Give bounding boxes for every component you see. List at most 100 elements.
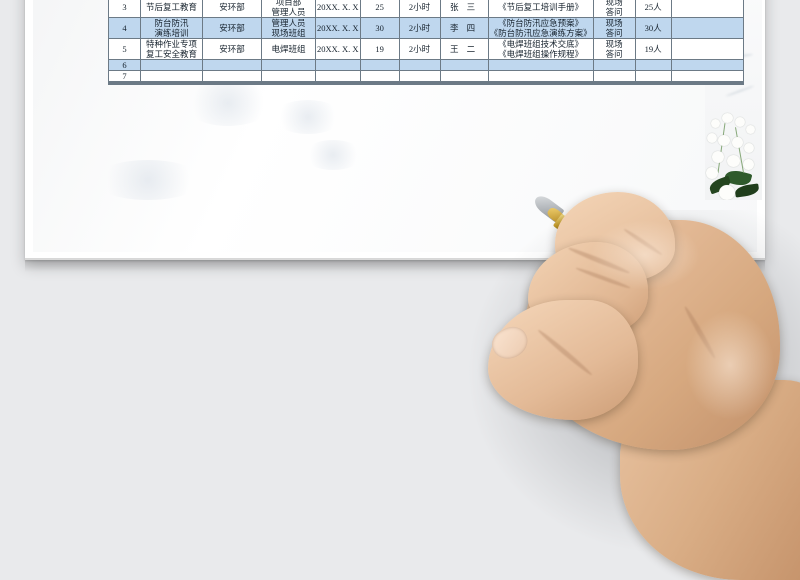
petal: [743, 159, 754, 170]
cell-hours[interactable]: 2小时: [398, 38, 441, 60]
cell-material[interactable]: 《防台防汛应急预案》 《防台防汛应急演练方案》: [487, 17, 594, 39]
cell-hours[interactable]: [398, 83, 441, 85]
cell-name[interactable]: [140, 70, 203, 82]
cell-material[interactable]: 《电焊班组技术交底》 《电焊班组操作规程》: [487, 38, 594, 60]
cell-last[interactable]: [670, 38, 744, 60]
cell-date[interactable]: 20XX. X. X: [315, 0, 361, 18]
cell-lecturer[interactable]: [439, 83, 489, 85]
paper-texture-blotch: [183, 80, 273, 126]
cell-object[interactable]: 管理人员 现场班组: [261, 17, 316, 39]
table-row[interactable]: 3 节后复工教育 安环部 项目部 管理人员 20XX. X. X 25 2小时张 三《节后复工…: [108, 0, 744, 18]
cell-object[interactable]: 电焊班组: [261, 38, 316, 60]
cell-passed[interactable]: 25人: [634, 0, 672, 18]
cell-text-line2: 《电焊班组操作规程》: [498, 49, 584, 59]
cell-text: 6: [122, 60, 127, 70]
cell-material[interactable]: 《节后复工培训手册》: [487, 0, 594, 18]
cell-material[interactable]: [487, 70, 594, 82]
cell-lecturer[interactable]: [439, 70, 489, 82]
cell-count[interactable]: 30: [359, 17, 400, 39]
cell-form[interactable]: 现场 答问: [592, 17, 636, 39]
table-row[interactable]: 4 防台防汛 演练培训 安环部 管理人员 现场班组 20XX. X. X 30 2小时李 四《防…: [108, 17, 744, 39]
cell-name[interactable]: 特种作业专项 复工安全教育: [140, 38, 203, 60]
cell-text: 3: [122, 2, 127, 12]
cell-text: 2小时: [408, 23, 431, 33]
cell-date[interactable]: [315, 59, 361, 71]
cell-lecturer[interactable]: 李 四: [439, 17, 489, 39]
cell-hours[interactable]: [398, 70, 441, 82]
cell-dept[interactable]: 安环部: [202, 0, 262, 18]
cell-name[interactable]: 防台防汛 演练培训: [140, 17, 203, 39]
cell-text: 王 二: [449, 44, 479, 54]
cell-no[interactable]: 6: [108, 59, 141, 71]
cell-passed[interactable]: [634, 83, 672, 85]
cell-passed[interactable]: [634, 70, 672, 82]
cell-object[interactable]: [261, 83, 316, 85]
cell-no[interactable]: [108, 83, 141, 85]
cell-dept[interactable]: [202, 59, 262, 71]
cell-text-line2: 答问: [605, 28, 623, 38]
cell-material[interactable]: [487, 59, 594, 71]
cell-count[interactable]: 19: [359, 38, 400, 60]
cell-count[interactable]: [359, 70, 400, 82]
cell-text: 安环部: [219, 23, 245, 33]
petal: [746, 125, 755, 134]
petal: [732, 137, 743, 148]
training-record-table[interactable]: 1三级安全教育安环部电焊工20XX. X. X251.5小时张 三《新员工入场手…: [108, 0, 744, 85]
cell-form[interactable]: [592, 59, 636, 71]
cell-last[interactable]: [670, 70, 744, 82]
cell-count[interactable]: [359, 83, 400, 85]
table-body: 1三级安全教育安环部电焊工20XX. X. X251.5小时张 三《新员工入场手…: [108, 0, 744, 85]
cell-date[interactable]: [315, 70, 361, 82]
cell-lecturer[interactable]: 王 二: [439, 38, 489, 60]
cell-name[interactable]: 节后复工教育: [140, 0, 203, 18]
cell-text: 2小时: [408, 44, 431, 54]
cell-lecturer[interactable]: 张 三: [439, 0, 489, 18]
cell-date[interactable]: 20XX. X. X: [315, 38, 361, 60]
cell-name[interactable]: [140, 83, 203, 85]
cell-hours[interactable]: [398, 59, 441, 71]
cell-last[interactable]: [670, 83, 744, 85]
cell-dept[interactable]: 安环部: [202, 38, 262, 60]
cell-last[interactable]: [670, 0, 744, 18]
cell-text: 7: [122, 71, 127, 81]
cell-passed[interactable]: [634, 59, 672, 71]
cell-passed[interactable]: 19人: [634, 38, 672, 60]
cell-hours[interactable]: 2小时: [398, 0, 441, 18]
cell-no[interactable]: 3: [108, 0, 141, 18]
cell-dept[interactable]: [202, 83, 262, 85]
cell-dept[interactable]: 安环部: [202, 17, 262, 39]
cell-object[interactable]: [261, 70, 316, 82]
cell-lecturer[interactable]: [439, 59, 489, 71]
table-row[interactable]: 7: [108, 70, 744, 82]
cell-object[interactable]: 项目部 管理人员: [261, 0, 316, 18]
cell-name[interactable]: [140, 59, 203, 71]
cell-last[interactable]: [670, 17, 744, 39]
skin-crease: [682, 305, 718, 360]
cell-date[interactable]: 20XX. X. X: [315, 17, 361, 39]
cell-form[interactable]: 现场 答问: [592, 0, 636, 18]
cell-last[interactable]: [670, 59, 744, 71]
cell-hours[interactable]: 2小时: [398, 17, 441, 39]
table-row[interactable]: 6: [108, 59, 744, 71]
cell-no[interactable]: 4: [108, 17, 141, 39]
cell-count[interactable]: [359, 59, 400, 71]
cell-passed[interactable]: 30人: [634, 17, 672, 39]
skin-crease: [536, 328, 594, 377]
cell-date[interactable]: [315, 83, 361, 85]
petal: [722, 113, 733, 123]
cell-no[interactable]: 5: [108, 38, 141, 60]
table-row[interactable]: [108, 83, 744, 85]
pen-end-hole: [796, 403, 800, 421]
cell-text-line1: 现场: [605, 18, 623, 29]
petal: [735, 117, 745, 127]
petal: [718, 135, 730, 146]
cell-form[interactable]: 现场 答问: [592, 38, 636, 60]
cell-count[interactable]: 25: [359, 0, 400, 18]
cell-dept[interactable]: [202, 70, 262, 82]
cell-object[interactable]: [261, 59, 316, 71]
cell-form[interactable]: [592, 83, 636, 85]
cell-no[interactable]: 7: [108, 70, 141, 82]
cell-form[interactable]: [592, 70, 636, 82]
cell-material[interactable]: [487, 83, 594, 85]
table-row[interactable]: 5 特种作业专项 复工安全教育 安环部 电焊班组 20XX. X. X 19 2小时王 二《电…: [108, 38, 744, 60]
